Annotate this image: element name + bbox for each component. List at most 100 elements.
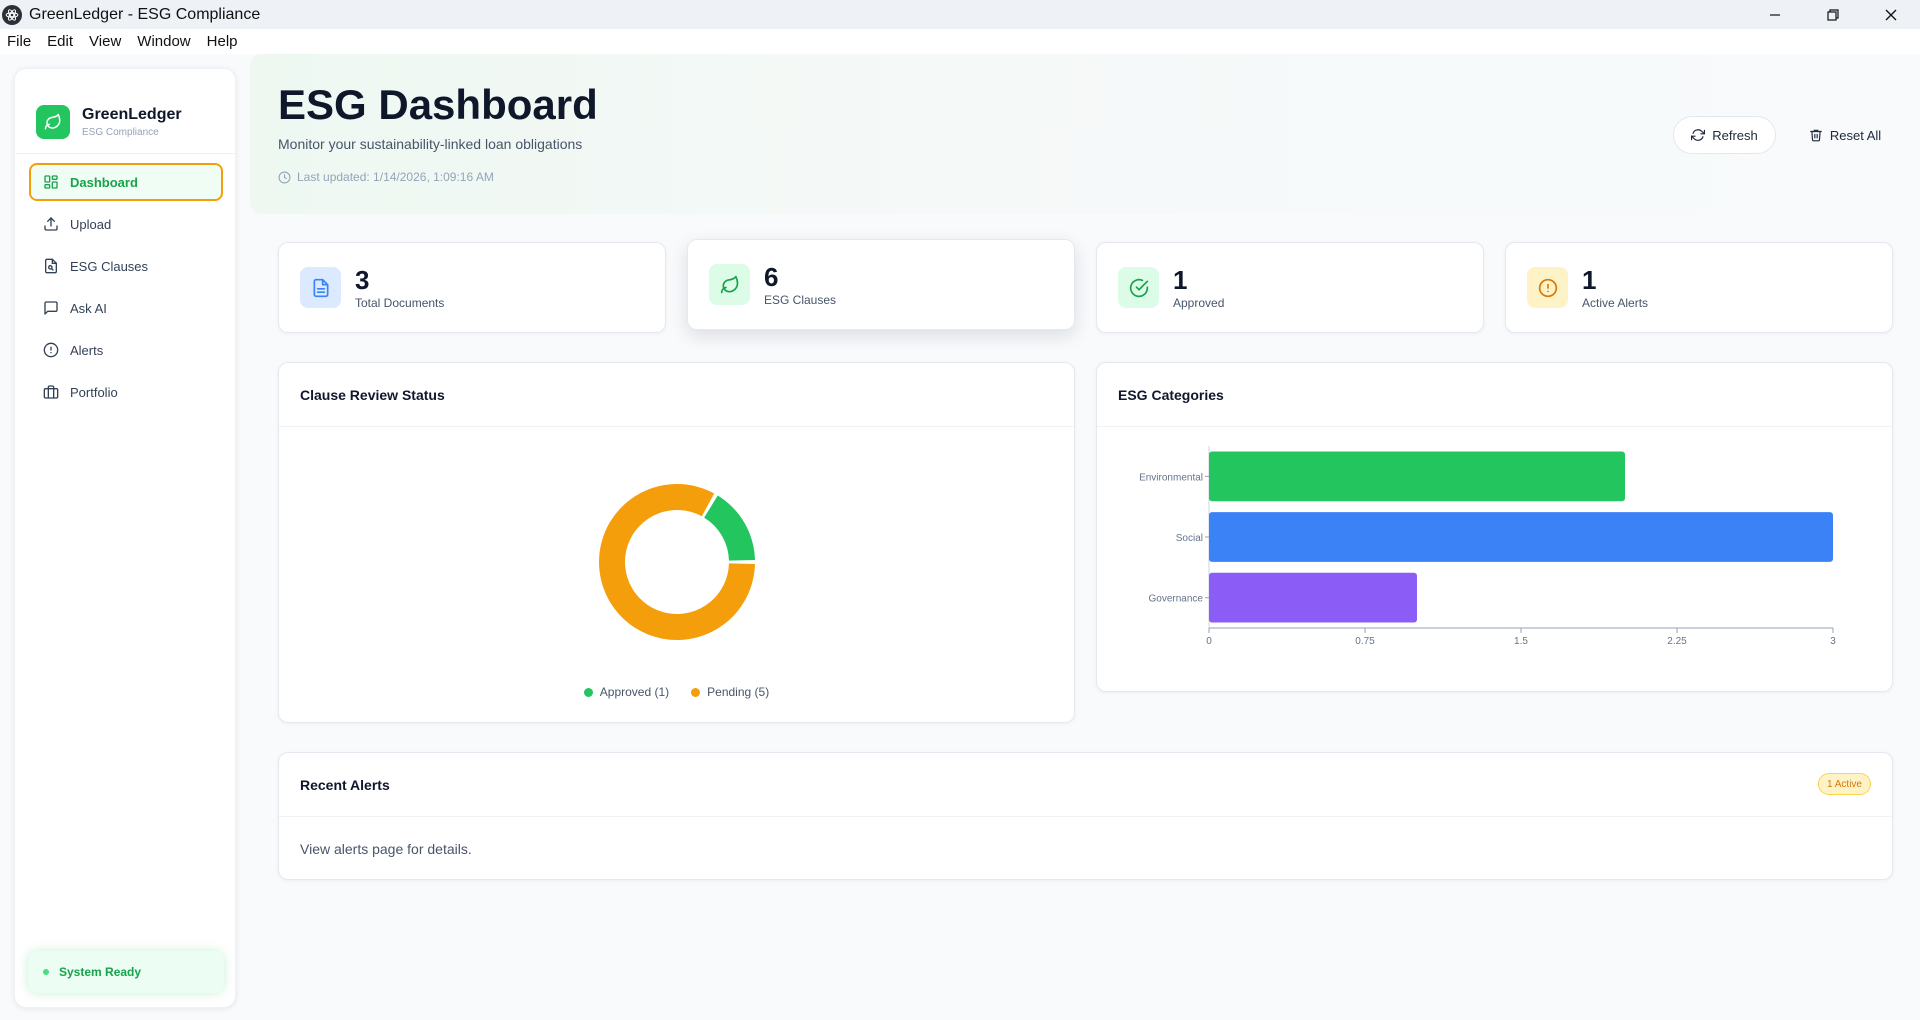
restore-icon (1827, 8, 1839, 21)
alert-circle-icon (1538, 278, 1557, 297)
menu-file[interactable]: File (7, 33, 32, 50)
x-tick-label: 2.25 (1667, 636, 1687, 647)
esg-categories-panel: ESG Categories Environmental Social Govern… (1096, 362, 1893, 692)
sidebar-nav: Dashboard Upload ESG Clauses Ask AI Aler… (29, 163, 223, 415)
title-bar: GreenLedger - ESG Compliance (0, 0, 1920, 29)
grid-icon (44, 175, 58, 189)
page-header: ESG Dashboard Monitor your sustainabilit… (250, 54, 1920, 214)
legend-label: Approved (1) (599, 685, 670, 699)
sidebar: GreenLedger ESG Compliance Dashboard Upl… (14, 68, 236, 1008)
stat-card-approved: 1 Approved (1096, 242, 1484, 333)
x-tick-label: 0.75 (1355, 636, 1375, 647)
window-title: GreenLedger - ESG Compliance (29, 5, 261, 23)
minimize-icon (1770, 13, 1780, 16)
reset-all-button[interactable]: Reset All (1790, 116, 1900, 154)
file-search-icon (45, 258, 57, 274)
sidebar-item-ask-ai[interactable]: Ask AI (29, 289, 223, 327)
menu-edit[interactable]: Edit (47, 33, 74, 50)
brand-subtitle: ESG Compliance (82, 127, 159, 138)
sidebar-item-label: ESG Clauses (70, 258, 149, 274)
check-circle-icon (1129, 278, 1148, 297)
stat-icon-box (300, 267, 341, 308)
panel-title: Recent Alerts (300, 777, 390, 793)
bar-governance[interactable] (1209, 572, 1417, 623)
sidebar-divider (15, 153, 235, 154)
page-subtitle: Monitor your sustainability-linked loan … (278, 136, 583, 152)
stat-label: Active Alerts (1582, 295, 1649, 310)
app-icon (2, 4, 22, 25)
panel-title: Clause Review Status (300, 387, 445, 403)
stat-value: 1 (1582, 264, 1597, 295)
menu-window[interactable]: Window (137, 33, 191, 50)
minimize-button[interactable] (1746, 0, 1804, 29)
donut-slice-pending[interactable] (599, 484, 755, 640)
stat-label: Total Documents (355, 295, 445, 310)
refresh-button[interactable]: Refresh (1673, 116, 1776, 154)
chat-icon (44, 301, 58, 315)
close-button[interactable] (1862, 0, 1920, 29)
legend-dot (583, 687, 593, 697)
menu-view[interactable]: View (89, 33, 122, 50)
menu-bar: File Edit View Window Help (0, 29, 1920, 54)
sidebar-item-label: Ask AI (70, 300, 107, 316)
x-tick-label: 0 (1206, 636, 1212, 647)
stat-card-active-alerts: 1 Active Alerts (1505, 242, 1893, 333)
stat-value: 1 (1173, 264, 1188, 295)
menu-help[interactable]: Help (206, 33, 238, 50)
brand: GreenLedger ESG Compliance (15, 69, 235, 153)
y-tick-label: Governance (1149, 594, 1204, 605)
donut-slice-approved[interactable] (704, 495, 755, 561)
refresh-icon (1691, 129, 1706, 141)
system-status-label: System Ready (59, 965, 142, 979)
recent-alerts-panel: Recent Alerts 1 Active View alerts page … (278, 752, 1893, 880)
alert-circle-icon (43, 342, 59, 358)
bar-environmental[interactable] (1209, 451, 1625, 502)
leaf-icon (720, 275, 738, 293)
legend-item-approved[interactable]: Approved (1) (583, 685, 670, 699)
sidebar-item-alerts[interactable]: Alerts (29, 331, 223, 369)
bar-social[interactable] (1209, 512, 1833, 562)
system-status: System Ready (28, 951, 224, 993)
legend-dot (691, 687, 701, 697)
stat-icon-box (1527, 267, 1568, 308)
sidebar-item-upload[interactable]: Upload (29, 205, 223, 243)
donut-chart (599, 484, 755, 640)
refresh-label: Refresh (1712, 127, 1758, 143)
restore-button[interactable] (1804, 0, 1862, 29)
last-updated: Last updated: 1/14/2026, 1:09:16 AM (278, 170, 494, 184)
stat-card-esg-clauses[interactable]: 6 ESG Clauses (687, 239, 1075, 330)
reset-label: Reset All (1829, 127, 1882, 143)
panel-divider (1097, 426, 1892, 427)
x-tick-label: 1.5 (1514, 636, 1528, 647)
sidebar-item-label: Portfolio (70, 384, 118, 400)
stat-value: 6 (764, 261, 779, 292)
panel-title: ESG Categories (1118, 387, 1224, 403)
donut-legend: Approved (1) Pending (5) (279, 685, 1074, 699)
legend-item-pending[interactable]: Pending (5) (691, 685, 769, 699)
sidebar-item-label: Alerts (70, 342, 104, 358)
upload-icon (44, 217, 58, 231)
leaf-logo-icon (36, 105, 70, 139)
sidebar-item-portfolio[interactable]: Portfolio (29, 373, 223, 411)
brand-name: GreenLedger (82, 106, 182, 123)
clause-review-panel: Clause Review Status Approved (1) Pendin… (278, 362, 1075, 723)
bar-chart: Environmental Social Governance 0 0.75 1.5 2.2… (1139, 446, 1836, 647)
y-tick-label: Social (1176, 533, 1203, 544)
last-updated-text: Last updated: 1/14/2026, 1:09:16 AM (297, 170, 494, 184)
legend-label: Pending (5) (707, 685, 770, 699)
sidebar-item-label: Upload (70, 216, 112, 232)
stat-card-total-documents: 3 Total Documents (278, 242, 666, 333)
close-icon (1885, 9, 1897, 20)
stat-label: Approved (1173, 295, 1225, 310)
sidebar-item-dashboard[interactable]: Dashboard (29, 163, 223, 201)
clock-icon (278, 171, 291, 183)
briefcase-icon (43, 385, 59, 399)
stat-icon-box (1118, 267, 1159, 308)
alerts-body-text: View alerts page for details. (300, 841, 472, 857)
x-tick-label: 3 (1830, 636, 1836, 647)
sidebar-item-esg-clauses[interactable]: ESG Clauses (29, 247, 223, 285)
y-tick-label: Environmental (1139, 472, 1203, 483)
trash-icon (1810, 129, 1822, 142)
stat-label: ESG Clauses (764, 292, 837, 307)
stat-value: 3 (355, 264, 370, 295)
